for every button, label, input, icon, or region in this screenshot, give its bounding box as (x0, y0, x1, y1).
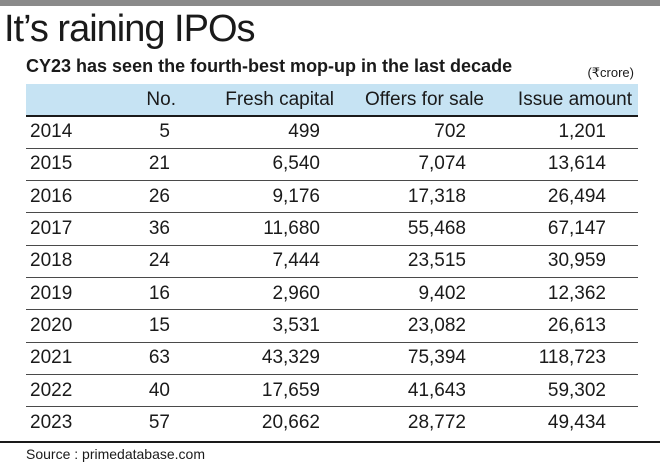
cell-year: 2017 (26, 212, 108, 246)
cell-count: 26 (108, 180, 202, 214)
cell-year: 2019 (26, 277, 108, 311)
cell-issue-amount: 26,613 (496, 309, 638, 343)
table-row: 2018 24 7,444 23,515 30,959 (26, 245, 638, 278)
cell-offers-for-sale: 55,468 (346, 212, 496, 246)
cell-year: 2021 (26, 342, 108, 375)
cell-offers-for-sale: 702 (346, 116, 496, 149)
cell-year: 2023 (30, 412, 73, 434)
header-count: No. (108, 84, 202, 117)
header-offers-for-sale: Offers for sale (346, 84, 496, 117)
cell-fresh-capital: 2,960 (202, 277, 346, 311)
cell-year: 2020 (26, 309, 108, 343)
top-rule (0, 0, 660, 6)
cell-issue-amount: 12,362 (496, 277, 638, 311)
cell-issue-amount: 59,302 (496, 374, 638, 408)
cell-count: 57 (148, 412, 170, 434)
ipo-table: No. Fresh capital Offers for sale Issue … (26, 84, 638, 439)
cell-fresh-capital: 6,540 (202, 148, 346, 182)
cell-issue-amount: 13,614 (496, 148, 638, 182)
cell-year: 2018 (26, 245, 108, 278)
table-header-row: No. Fresh capital Offers for sale Issue … (26, 84, 638, 117)
cell-fresh-capital: 499 (202, 116, 346, 149)
header-issue-amount: Issue amount (496, 84, 638, 117)
table-row: 2019 16 2,960 9,402 12,362 (26, 277, 638, 311)
cell-fresh-capital: 7,444 (202, 245, 346, 278)
table-body: 2014 5 499 702 1,201 2015 21 6,540 7,074 13,614 20… (26, 116, 638, 439)
table-row: 2017 36 11,680 55,468 67,147 (26, 212, 638, 246)
cell-fresh-capital: 43,329 (202, 342, 346, 375)
table-row: 2014 5 499 702 1,201 (26, 116, 638, 149)
cell-issue-amount: 49,434 (547, 412, 606, 434)
cell-offers-for-sale: 23,082 (346, 309, 496, 343)
cell-count: 16 (108, 277, 202, 311)
cell-count: 15 (108, 309, 202, 343)
header-fresh-capital: Fresh capital (202, 84, 346, 117)
chart-subtitle: CY23 has seen the fourth-best mop-up in … (26, 56, 513, 76)
table-row: 2021 63 43,329 75,394 118,723 (26, 342, 638, 375)
bottom-rule (0, 441, 660, 443)
cell-offers-for-sale: 41,643 (346, 374, 496, 408)
cell-count: 21 (108, 148, 202, 182)
cell-count: 36 (108, 212, 202, 246)
cell-issue-amount: 67,147 (496, 212, 638, 246)
cell-fresh-capital: 3,531 (202, 309, 346, 343)
cell-fresh-capital: 20,662 (261, 412, 320, 434)
cell-offers-for-sale: 75,394 (346, 342, 496, 375)
header-year (26, 84, 108, 117)
source-note: Source : primedatabase.com (26, 446, 205, 462)
cell-offers-for-sale: 28,772 (407, 412, 466, 434)
chart-title: It’s raining IPOs (4, 8, 256, 50)
cell-offers-for-sale: 7,074 (346, 148, 496, 182)
cell-year: 2015 (26, 148, 108, 182)
table-row: 2015 21 6,540 7,074 13,614 (26, 148, 638, 182)
table-row: 2022 40 17,659 41,643 59,302 (26, 374, 638, 408)
cell-issue-amount: 1,201 (496, 116, 638, 149)
unit-label: (₹crore) (587, 65, 634, 80)
cell-fresh-capital: 17,659 (202, 374, 346, 408)
cell-count: 24 (108, 245, 202, 278)
cell-fresh-capital: 11,680 (202, 212, 346, 246)
cell-offers-for-sale: 9,402 (346, 277, 496, 311)
cell-offers-for-sale: 23,515 (346, 245, 496, 278)
table-row: 2020 15 3,531 23,082 26,613 (26, 309, 638, 343)
cell-count: 63 (108, 342, 202, 375)
cell-year: 2014 (26, 116, 108, 149)
cell-year: 2016 (26, 180, 108, 214)
cell-fresh-capital: 9,176 (202, 180, 346, 214)
cell-offers-for-sale: 17,318 (346, 180, 496, 214)
cell-issue-amount: 30,959 (496, 245, 638, 278)
cell-count: 5 (108, 116, 202, 149)
cell-count: 40 (108, 374, 202, 408)
cell-issue-amount: 118,723 (496, 342, 638, 375)
cell-year: 2022 (26, 374, 108, 408)
table-row: 2023 57 20,662 28,772 49,434 (26, 407, 638, 439)
cell-issue-amount: 26,494 (496, 180, 638, 214)
table-row: 2016 26 9,176 17,318 26,494 (26, 180, 638, 214)
